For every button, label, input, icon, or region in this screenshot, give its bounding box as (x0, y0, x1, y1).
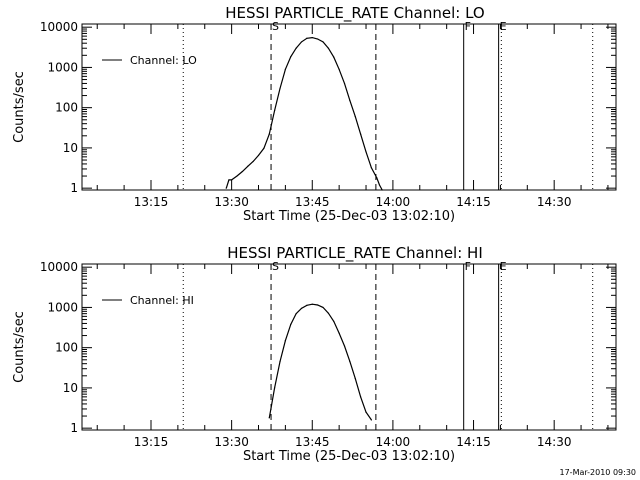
panel2-data-point (268, 417, 270, 419)
panel2-marker-label: F (465, 260, 471, 273)
panel1-data-point (225, 187, 227, 189)
panel2-xlabel: Start Time (25-Dec-03 13:02:10) (243, 449, 455, 464)
panel1-data-point (317, 38, 319, 40)
timestamp-footer: 17-Mar-2010 09:30 (559, 468, 637, 477)
panel1-xtick-label: 13:30 (214, 195, 249, 209)
panel2-data-point (290, 323, 292, 325)
panel1-data-point (370, 167, 372, 169)
panel1-xtick-label: 14:30 (537, 195, 572, 209)
panel2-xtick-label: 13:45 (295, 435, 330, 449)
panel1-data-point (231, 179, 233, 181)
panel2-data-point (327, 312, 329, 314)
panel2-ytick-label: 10 (63, 381, 78, 395)
panel1-data-point (257, 154, 260, 157)
panel1-data-point (376, 177, 378, 179)
panel1-data-point (378, 184, 381, 186)
panel1-series-line (225, 36, 383, 191)
panel1-data-point (284, 68, 286, 70)
panel2-xtick-label: 13:30 (214, 435, 249, 449)
panel1-ytick-label: 100 (55, 101, 78, 115)
panel2-data-point (349, 361, 351, 363)
panel2-legend-label: Channel: HI (130, 294, 194, 307)
panel2-xtick-label: 14:15 (456, 435, 491, 449)
panel2-ytick-label: 1000 (47, 300, 78, 314)
panel1-data-point (279, 87, 281, 90)
panel1-data-point (236, 175, 238, 177)
panel2-data-point (365, 411, 367, 413)
panel1-data-point (354, 116, 356, 118)
panel1-data-point (268, 133, 270, 135)
panel2-data-point (279, 361, 281, 363)
panel1-frame (81, 23, 617, 191)
panel2-ytick-label: 1 (70, 421, 78, 435)
panel1-marker-label: S (272, 20, 279, 33)
panel2-data-point (343, 345, 346, 347)
panel1-xtick-label: 14:15 (456, 195, 491, 209)
panel2-data-point (274, 387, 276, 389)
panel1-data-point (274, 109, 276, 112)
panel1-data-point (252, 160, 254, 163)
panel1-data-point (349, 99, 351, 102)
panel1-ylabel: Counts/sec (12, 71, 27, 143)
panel1-data-point (241, 170, 243, 173)
panel1-data-point (228, 179, 230, 181)
panel2-data-point (300, 307, 303, 309)
panel1-data-point (322, 41, 324, 43)
panel1-ytick-label: 1 (70, 181, 78, 195)
panel2-data-point (333, 320, 335, 322)
panel1-xlabel: Start Time (25-Dec-03 13:02:10) (243, 209, 455, 224)
panel2-data-point (311, 303, 313, 305)
panel2-data-point (360, 396, 362, 398)
panel1-data-point (338, 68, 340, 70)
panel2-xtick-label: 13:15 (134, 435, 169, 449)
panel2-data-point (306, 304, 308, 306)
panel2-data-point (317, 304, 319, 306)
panel2-title: HESSI PARTICLE_RATE Channel: HI (227, 244, 483, 263)
panel1-data-point (300, 41, 303, 43)
panel1-xtick-label: 13:45 (295, 195, 330, 209)
panel1-data-point (247, 165, 249, 167)
panel2-data-point (338, 332, 340, 334)
panel1-data-point (263, 147, 265, 149)
panel2-xtick-label: 14:00 (376, 435, 411, 449)
panel2-marker-label: E (500, 260, 507, 273)
panel1-xtick-label: 14:00 (376, 195, 411, 209)
panel1-data-point (306, 37, 308, 39)
panel1-data-point (290, 56, 292, 58)
panel1-data-point (333, 56, 335, 58)
panel2-data-point (354, 378, 356, 380)
panel2-data-point (295, 313, 297, 315)
panel1-ytick-label: 10000 (40, 20, 78, 34)
panel1-data-point (360, 133, 362, 135)
panel1-title: HESSI PARTICLE_RATE Channel: LO (225, 4, 484, 23)
panel1-data-point (311, 37, 313, 39)
panel1-ytick-label: 10 (63, 141, 78, 155)
panel2-ylabel: Counts/sec (12, 311, 27, 383)
panel1-ytick-label: 1000 (47, 60, 78, 74)
panel1-data-point (327, 47, 329, 49)
panel2-data-point (370, 419, 372, 421)
panel1-marker-label: E (500, 20, 507, 33)
panel2-ytick-label: 100 (55, 341, 78, 355)
panel2-data-point (284, 339, 286, 342)
panel1-data-point (365, 151, 367, 153)
panel2-series-line (268, 303, 372, 421)
panel2-data-point (322, 306, 324, 309)
panel1-marker-label: F (465, 20, 471, 33)
panel2-xtick-label: 14:30 (537, 435, 572, 449)
panel2-marker-label: S (272, 260, 279, 273)
panel2-ytick-label: 10000 (40, 260, 78, 274)
panel1-data-point (381, 189, 383, 191)
panel1-data-point (295, 47, 297, 49)
panel1-data-point (343, 82, 346, 85)
panel1-legend-label: Channel: LO (130, 54, 197, 67)
panel2-frame (81, 263, 617, 431)
panel1-xtick-label: 13:15 (134, 195, 169, 209)
